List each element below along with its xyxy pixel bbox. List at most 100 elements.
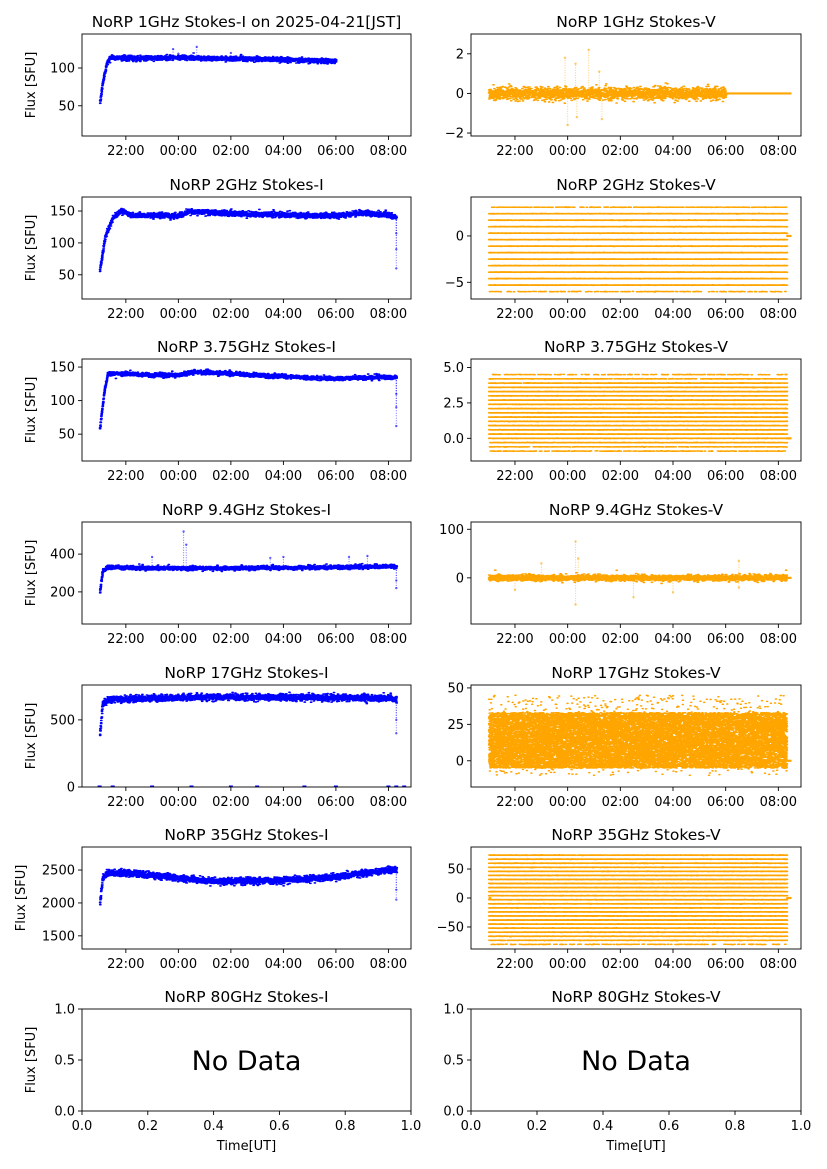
panel-3: 50 100 150 22:00 00:00 02:00 04:00 06:00 08:00 No… [24,176,412,322]
x-tick-label: 00:00 [160,795,197,810]
data-points [98,691,398,737]
panel-title: NoRP 9.4GHz Stokes-I [162,501,331,519]
x-tick-label: 02:00 [212,307,249,322]
y-tick-label: 0 [456,87,464,102]
spike-point [395,732,398,735]
data-points [98,865,399,906]
plot-area [487,694,792,777]
spike-point [347,555,351,559]
y-tick-label: −50 [437,920,464,935]
spike-point [171,47,175,51]
x-tick-label: 00:00 [549,957,586,972]
spike-point [182,530,185,533]
plot-area [487,206,792,293]
x-tick-label: 04:00 [654,795,691,810]
x-tick-label: 08:00 [760,144,797,159]
x-tick-label: 00:00 [549,469,586,484]
x-tick-label: 0.4 [203,1119,224,1134]
data-points [98,562,399,594]
no-data-label: No Data [581,1046,691,1077]
plot-area [487,540,792,606]
plot-area [97,691,407,787]
panel-title: NoRP 35GHz Stokes-I [164,826,328,844]
spike-point [395,267,398,270]
y-tick-label: −5 [445,276,464,291]
panel-title: NoRP 35GHz Stokes-V [551,826,721,844]
panel-1: 50 100 22:00 00:00 02:00 04:00 06:00 08:00 NoRP … [24,13,412,159]
y-tick-label: −2 [445,127,464,142]
axes-frame [81,684,412,788]
data-points [487,206,789,293]
spike-point [395,888,398,891]
y-axis-label: Flux [SFU] [24,215,39,282]
data-points [487,82,728,104]
spike-point [575,115,579,119]
spike-point [395,586,398,590]
spike-point [574,540,577,543]
data-points [98,52,338,105]
y-tick-label: 0.0 [443,1105,464,1120]
x-tick-label: 04:00 [265,957,302,972]
panel-12: −50 0 50 22:00 00:00 02:00 04:00 06:00 08:00 NoRP… [437,826,802,972]
spike-point [395,248,398,251]
spike-point [395,406,398,409]
y-tick-label: 50 [58,428,75,443]
x-tick-label: 04:00 [265,795,302,810]
spike-point [513,588,517,592]
x-tick-label: 08:00 [760,795,797,810]
x-tick-label: 00:00 [160,632,197,647]
axes-frame [81,521,412,625]
y-tick-label: 100 [439,523,464,538]
y-tick-label: 400 [50,548,75,563]
spike-point [269,556,272,560]
x-tick-label: 02:00 [212,795,249,810]
x-tick-label: 02:00 [602,795,639,810]
x-tick-label: 08:00 [370,469,407,484]
y-tick-label: 50 [447,681,464,696]
y-tick-label: 0 [456,754,464,769]
panel-14: No Data 0.0 0.5 1.0 0.0 0.2 0.4 0.6 0.8 1.0 NoRP 8… [443,988,811,1154]
x-tick-label: 02:00 [602,957,639,972]
x-tick-label: 08:00 [370,795,407,810]
panel-title: NoRP 1GHz Stokes-I on 2025-04-21[JST] [92,13,402,31]
x-tick-label: 06:00 [707,957,744,972]
x-tick-label: 06:00 [317,144,354,159]
y-tick-label: 100 [50,236,75,251]
y-tick-label: 1.0 [443,1003,464,1018]
x-tick-label: 08:00 [370,144,407,159]
spike-point [737,559,741,563]
x-tick-label: 06:00 [707,144,744,159]
axes-frame [81,846,412,950]
x-tick-label: 04:00 [265,144,302,159]
y-tick-label: 500 [50,713,75,728]
x-tick-label: 02:00 [212,469,249,484]
x-tick-label: 08:00 [760,632,797,647]
x-tick-label: 22:00 [496,632,533,647]
panel-title: NoRP 3.75GHz Stokes-I [157,338,336,356]
spike-point [195,45,198,49]
y-axis-label: Flux [SFU] [24,540,39,607]
spike-point [576,557,580,560]
y-axis-label: Flux [SFU] [24,377,39,444]
x-tick-label: 0.2 [137,1119,158,1134]
y-tick-label: 150 [50,205,75,220]
y-tick-label: 2500 [42,864,75,879]
spike-point [366,554,369,558]
x-tick-label: 00:00 [549,632,586,647]
y-tick-label: 150 [50,361,75,376]
x-tick-label: 00:00 [160,469,197,484]
x-tick-label: 08:00 [760,957,797,972]
panel-title: NoRP 2GHz Stokes-I [169,176,323,194]
y-tick-label: 0.5 [443,1054,464,1069]
x-tick-label: 06:00 [317,469,354,484]
x-tick-label: 0.0 [461,1119,482,1134]
x-tick-label: 04:00 [265,632,302,647]
spike-point [395,392,398,396]
no-data-label: No Data [192,1046,302,1077]
spike-point [150,555,154,559]
spike-point [566,123,569,127]
x-tick-label: 06:00 [707,469,744,484]
y-tick-label: 0 [456,229,464,244]
x-tick-label: 00:00 [160,144,197,159]
